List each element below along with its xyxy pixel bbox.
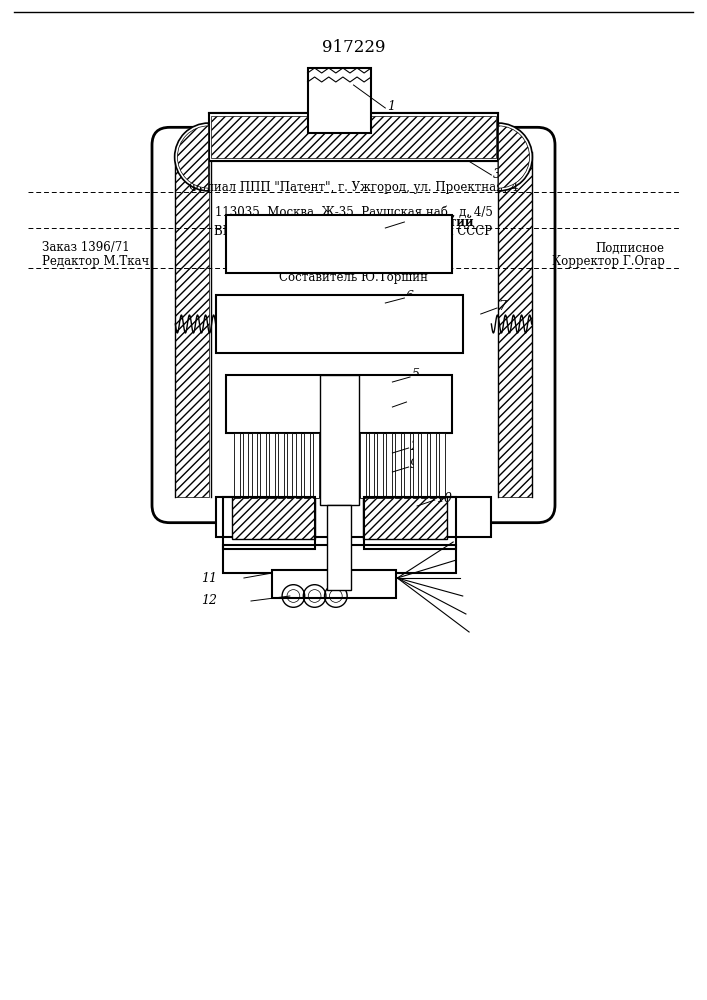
Bar: [386, 433, 392, 498]
Bar: [272, 570, 396, 598]
Text: 12: 12: [201, 594, 218, 607]
Bar: [395, 433, 401, 498]
Bar: [252, 433, 257, 498]
Text: 10: 10: [436, 492, 452, 506]
Text: ВНИИПИ Государственного комитета СССР: ВНИИПИ Государственного комитета СССР: [214, 226, 493, 238]
Bar: [278, 433, 284, 498]
Bar: [421, 433, 427, 498]
Text: Заказ 1396/71: Заказ 1396/71: [42, 241, 130, 254]
Bar: [209, 113, 498, 161]
Wedge shape: [498, 126, 530, 188]
Bar: [175, 152, 209, 497]
Bar: [320, 375, 359, 505]
Text: 917229: 917229: [322, 39, 385, 56]
Text: по делам изобретений и открытий: по делам изобретений и открытий: [234, 215, 473, 229]
Text: Филиал ППП "Патент", г. Ужгород, ул. Проектная, 4: Филиал ППП "Патент", г. Ужгород, ул. Про…: [189, 182, 518, 194]
Text: Подписное: Подписное: [595, 241, 665, 254]
Bar: [313, 433, 319, 498]
Text: 4: 4: [406, 214, 414, 227]
Bar: [364, 497, 456, 549]
Text: 1: 1: [387, 100, 395, 112]
Bar: [287, 433, 293, 498]
Bar: [226, 215, 452, 273]
Text: 3: 3: [493, 167, 501, 180]
Bar: [234, 433, 240, 498]
Bar: [327, 505, 351, 590]
Bar: [226, 375, 452, 433]
Bar: [413, 433, 419, 498]
Bar: [296, 433, 301, 498]
Bar: [211, 116, 496, 158]
Text: 5: 5: [411, 368, 419, 381]
Text: Техред М. Надь: Техред М. Надь: [305, 255, 402, 268]
Bar: [223, 497, 315, 549]
Bar: [305, 433, 310, 498]
Text: 8: 8: [408, 393, 416, 406]
Bar: [360, 433, 366, 498]
Text: 9: 9: [410, 458, 418, 472]
Text: 11: 11: [201, 572, 218, 584]
Bar: [232, 497, 315, 539]
Bar: [368, 433, 374, 498]
Wedge shape: [177, 126, 209, 188]
Wedge shape: [498, 123, 532, 191]
Bar: [269, 433, 275, 498]
Text: 2: 2: [410, 440, 418, 452]
Bar: [404, 433, 409, 498]
Text: Корректор Г.Огар: Корректор Г.Огар: [551, 255, 665, 268]
Text: 6: 6: [406, 290, 414, 302]
Text: Редактор М.Ткач: Редактор М.Ткач: [42, 255, 150, 268]
Bar: [243, 433, 248, 498]
Bar: [498, 152, 532, 497]
Bar: [308, 68, 371, 133]
Bar: [431, 433, 436, 498]
Bar: [216, 295, 463, 353]
Bar: [363, 497, 447, 539]
Text: 113035, Москва, Ж-35, Раушская наб., д. 4/5: 113035, Москва, Ж-35, Раушская наб., д. …: [214, 205, 493, 219]
Bar: [216, 497, 491, 537]
Text: 7: 7: [498, 300, 506, 312]
FancyBboxPatch shape: [152, 127, 555, 523]
Text: Составитель Ю.Торшин: Составитель Ю.Торшин: [279, 271, 428, 284]
Text: Тираж 758: Тираж 758: [320, 241, 387, 254]
Wedge shape: [175, 123, 209, 191]
Bar: [223, 545, 456, 573]
Bar: [439, 433, 445, 498]
Bar: [260, 433, 266, 498]
Bar: [378, 433, 383, 498]
